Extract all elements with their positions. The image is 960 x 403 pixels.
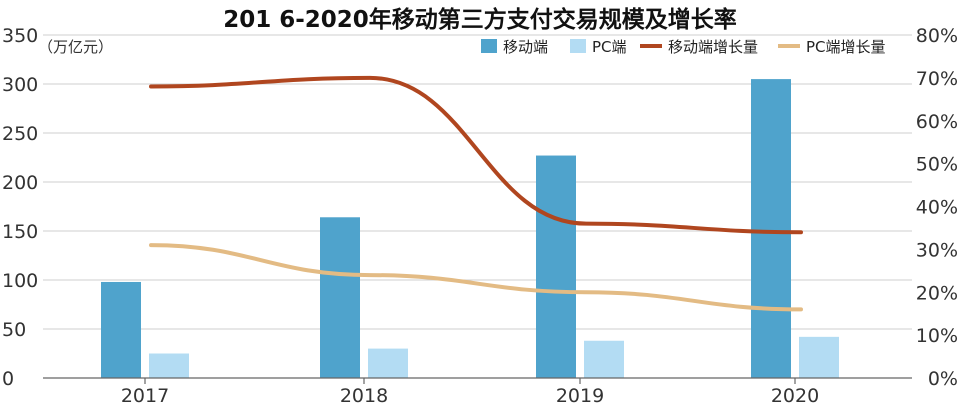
legend-label: 移动端 xyxy=(503,38,548,56)
y-left-tick-label: 350 xyxy=(2,25,38,47)
y-left-tick-label: 250 xyxy=(2,123,38,145)
bar-layer xyxy=(101,79,839,378)
y-right-tick-label: 80% xyxy=(916,25,958,47)
bar-mobile-2020 xyxy=(751,79,791,378)
y-right-tick-label: 40% xyxy=(916,197,958,219)
legend: 移动端 PC端 移动端增长量 PC端增长量 xyxy=(481,38,886,56)
y-left-tick-label: 300 xyxy=(2,74,38,96)
axis-layer: 0 50 100 150 200 250 300 350 0% 10% 20% 30% 40% 50% 60… xyxy=(2,25,958,403)
y-right-tick-label: 50% xyxy=(916,154,958,176)
x-tick-label: 2020 xyxy=(771,385,819,403)
line-pc-growth xyxy=(149,243,803,312)
bar-mobile-2017 xyxy=(101,281,141,378)
legend-label: PC端 xyxy=(592,38,627,56)
y-left-tick-label: 150 xyxy=(2,221,38,243)
line-mobile-growth xyxy=(149,75,803,235)
x-tick-label: 2019 xyxy=(556,385,604,403)
y-left-tick-label: 100 xyxy=(2,270,38,292)
bar-pc-2017 xyxy=(149,353,189,378)
bar-pc-2019 xyxy=(584,340,624,378)
chart-title: 201 6-2020年移动第三方支付交易规模及增长率 xyxy=(223,6,737,33)
line-layer xyxy=(149,75,803,312)
y-right-tick-label: 10% xyxy=(916,325,958,347)
legend-label: PC端增长量 xyxy=(806,38,886,56)
x-tick-label: 2017 xyxy=(121,385,169,403)
legend-swatch xyxy=(481,39,497,53)
y-left-tick-label: 0 xyxy=(2,368,14,390)
unit-label: （万亿元） xyxy=(38,38,113,56)
bar-mobile-2019 xyxy=(536,155,576,378)
y-right-tick-label: 20% xyxy=(916,282,958,304)
y-right-tick-label: 30% xyxy=(916,239,958,261)
x-tick-label: 2018 xyxy=(340,385,388,403)
y-right-tick-label: 70% xyxy=(916,68,958,90)
y-right-tick-label: 0% xyxy=(928,368,958,390)
bar-mobile-2018 xyxy=(320,217,360,378)
bar-pc-2020 xyxy=(799,336,839,378)
y-left-tick-label: 200 xyxy=(2,172,38,194)
y-right-tick-label: 60% xyxy=(916,111,958,133)
bar-pc-2018 xyxy=(368,348,408,378)
legend-label: 移动端增长量 xyxy=(668,38,758,56)
legend-swatch xyxy=(570,39,586,53)
y-left-tick-label: 50 xyxy=(2,319,26,341)
